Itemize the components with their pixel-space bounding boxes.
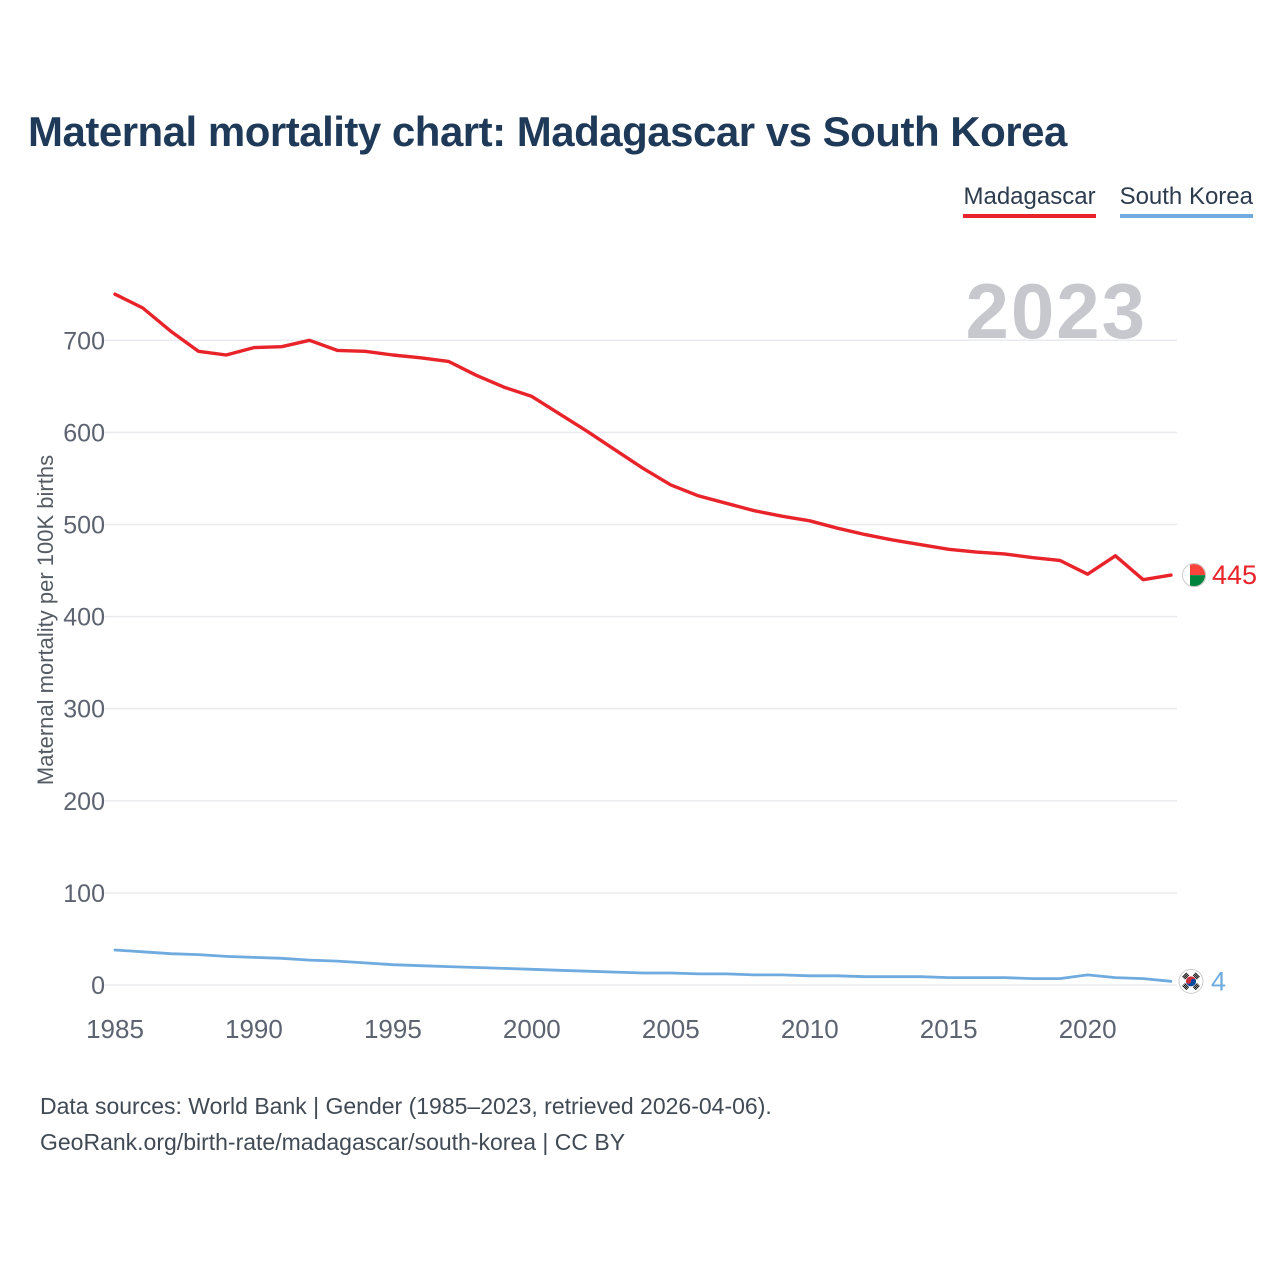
x-axis-tick: 2015 — [920, 1014, 978, 1044]
legend-item-south-korea[interactable]: South Korea — [1119, 183, 1253, 219]
footer: Data sources: World Bank | Gender (1985–… — [40, 1088, 772, 1160]
south-korea-end-value: 4 — [1211, 966, 1226, 996]
madagascar-end-value: 445 — [1212, 560, 1257, 590]
x-axis-tick: 1995 — [364, 1014, 422, 1044]
page-title: Maternal mortality chart: Madagascar vs … — [28, 108, 1067, 155]
y-axis-tick: 200 — [63, 788, 105, 816]
y-axis-tick: 400 — [63, 604, 105, 632]
south-korea-flag-icon — [1178, 968, 1204, 994]
y-axis-tick: 0 — [91, 972, 105, 1000]
x-axis-tick: 2020 — [1059, 1014, 1117, 1044]
attribution-text: GeoRank.org/birth-rate/madagascar/south-… — [40, 1129, 626, 1155]
y-axis-tick: 100 — [63, 880, 105, 908]
x-axis-tick: 2005 — [642, 1014, 700, 1044]
data-sources-text: Data sources: World Bank | Gender (1985–… — [40, 1093, 772, 1119]
y-axis-tick: 300 — [63, 696, 105, 724]
y-axis-tick: 600 — [63, 419, 105, 447]
x-axis-tick: 2010 — [781, 1014, 839, 1044]
legend-item-madagascar[interactable]: Madagascar — [963, 183, 1096, 219]
x-axis-tick: 2000 — [503, 1014, 561, 1044]
x-axis-tick: 1985 — [86, 1014, 144, 1044]
x-axis-tick: 1990 — [225, 1014, 283, 1044]
legend: Madagascar South Korea — [963, 183, 1253, 219]
madagascar-line — [113, 292, 1173, 582]
south-korea-line — [113, 948, 1173, 983]
y-axis-tick: 500 — [63, 511, 105, 539]
y-axis-tick: 700 — [63, 327, 105, 355]
